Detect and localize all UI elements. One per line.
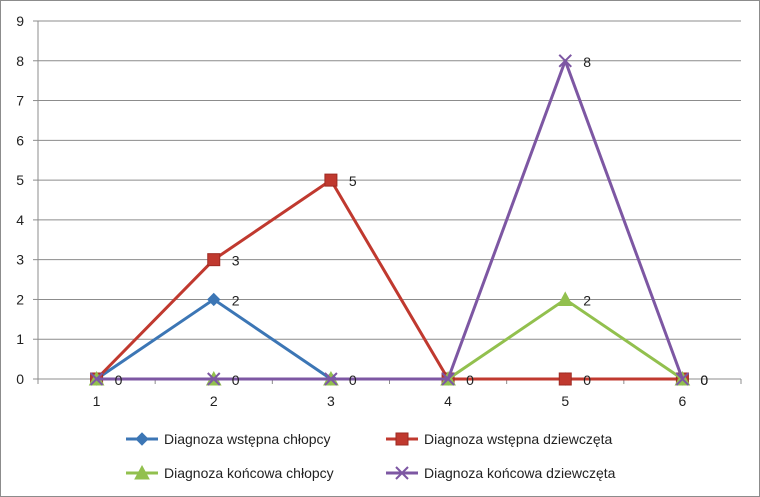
data-point-series-3 bbox=[557, 291, 574, 306]
y-tick-label: 7 bbox=[16, 93, 24, 109]
data-point-series-2 bbox=[558, 372, 572, 386]
x-tick-label: 4 bbox=[444, 393, 452, 409]
data-point-series-1 bbox=[207, 292, 221, 307]
legend-marker-4 bbox=[395, 466, 409, 480]
x-tick-label: 5 bbox=[561, 393, 569, 409]
data-label-series-2: 3 bbox=[232, 253, 240, 269]
data-label-series-4: 0 bbox=[115, 372, 123, 388]
y-tick-label: 6 bbox=[16, 132, 24, 148]
legend-label-3: Diagnoza końcowa chłopcy bbox=[164, 465, 334, 481]
data-label-series-1: 2 bbox=[232, 292, 240, 308]
data-label-series-2: 0 bbox=[583, 372, 591, 388]
data-label-series-3: 2 bbox=[583, 292, 591, 308]
legend-marker-2 bbox=[395, 432, 409, 446]
y-tick-label: 2 bbox=[16, 291, 24, 307]
data-point-series-2 bbox=[324, 173, 338, 187]
y-tick-label: 3 bbox=[16, 252, 24, 268]
data-label-series-2: 5 bbox=[349, 173, 357, 189]
x-tick-label: 2 bbox=[210, 393, 218, 409]
data-label-series-4: 0 bbox=[349, 372, 357, 388]
x-tick-label: 6 bbox=[679, 393, 687, 409]
series-line-2 bbox=[95, 178, 683, 381]
data-point-series-4 bbox=[441, 372, 455, 386]
legend-marker-1 bbox=[135, 432, 149, 446]
data-label-series-4: 0 bbox=[232, 372, 240, 388]
y-tick-label: 0 bbox=[16, 371, 24, 387]
data-label-series-4: 0 bbox=[466, 372, 474, 388]
data-point-series-2 bbox=[207, 253, 221, 267]
y-tick-label: 4 bbox=[16, 212, 24, 228]
legend-marker-3 bbox=[134, 464, 150, 480]
legend-label-1: Diagnoza wstępna chłopcy bbox=[164, 431, 331, 447]
legend-label-2: Diagnoza wstępna dziewczęta bbox=[424, 431, 613, 447]
series-line-4 bbox=[96, 59, 684, 381]
data-point-series-4 bbox=[207, 372, 221, 386]
data-label-series-3: 0 bbox=[700, 372, 708, 388]
data-point-series-4 bbox=[558, 54, 572, 68]
legend-label-4: Diagnoza końcowa dziewczęta bbox=[424, 465, 616, 481]
x-tick-label: 1 bbox=[93, 393, 101, 409]
y-tick-label: 9 bbox=[16, 13, 24, 29]
y-tick-label: 1 bbox=[16, 331, 24, 347]
data-label-series-4: 8 bbox=[583, 54, 591, 70]
y-tick-label: 5 bbox=[16, 172, 24, 188]
y-tick-label: 8 bbox=[16, 53, 24, 69]
data-point-series-4 bbox=[675, 372, 690, 386]
data-point-series-4 bbox=[89, 372, 104, 386]
x-tick-label: 3 bbox=[327, 393, 335, 409]
data-label-series-4: 0 bbox=[700, 372, 708, 388]
data-point-series-4 bbox=[324, 372, 338, 386]
